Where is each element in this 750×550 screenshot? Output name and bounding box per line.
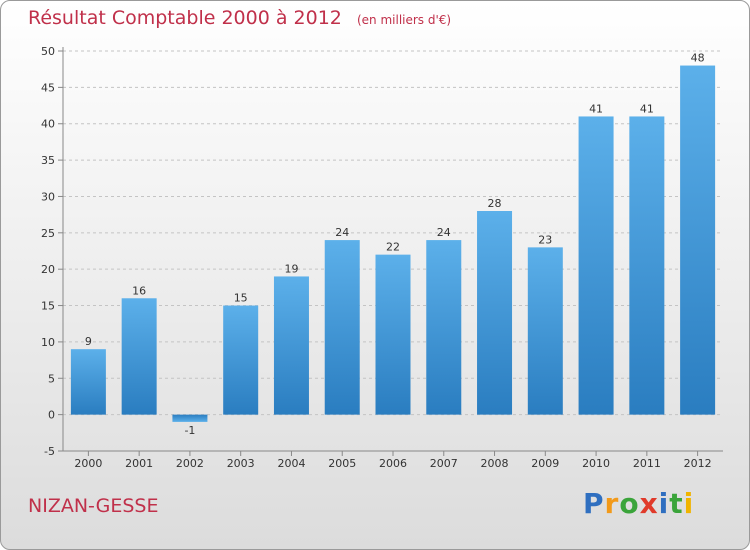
y-tick-label: 0: [48, 409, 55, 422]
logo-letter: o: [619, 487, 640, 520]
value-label: 48: [691, 52, 705, 65]
bar: [324, 240, 360, 415]
value-label: 24: [437, 226, 451, 239]
chart-title: Résultat Comptable 2000 à 2012 (en milli…: [28, 7, 451, 29]
x-tick-label: 2006: [379, 457, 407, 470]
logo-letter: x: [639, 487, 659, 520]
x-tick-label: 2002: [176, 457, 204, 470]
chart-unit-label: (en milliers d'€): [356, 13, 452, 27]
y-tick-label: 5: [48, 372, 55, 385]
logo-letter: i: [658, 487, 670, 520]
value-label: 9: [85, 335, 92, 348]
value-label: 23: [538, 233, 552, 246]
logo-letter: i: [683, 487, 695, 520]
y-tick-label: 45: [41, 81, 55, 94]
value-label: 15: [234, 292, 248, 305]
x-tick-label: 2011: [633, 457, 661, 470]
bar: [629, 116, 665, 415]
bar: [273, 276, 309, 415]
bar: [426, 240, 462, 415]
logo-letter: P: [583, 487, 605, 520]
value-label: -1: [184, 424, 195, 437]
y-tick-label: 20: [41, 263, 55, 276]
y-tick-label: 10: [41, 336, 55, 349]
y-tick-label: -5: [44, 445, 55, 458]
y-tick-label: 25: [41, 227, 55, 240]
value-label: 16: [132, 284, 146, 297]
y-tick-label: 15: [41, 300, 55, 313]
bar: [223, 305, 259, 415]
x-tick-label: 2004: [277, 457, 305, 470]
chart-title-text: Résultat Comptable 2000 à 2012: [28, 7, 342, 29]
commune-name: NIZAN-GESSE: [28, 495, 159, 517]
y-tick-label: 35: [41, 154, 55, 167]
value-label: 24: [335, 226, 349, 239]
value-label: 41: [589, 102, 603, 115]
bar: [527, 247, 563, 415]
bar: [375, 254, 411, 415]
value-label: 19: [284, 262, 298, 275]
bar: [477, 211, 513, 415]
x-tick-label: 2003: [227, 457, 255, 470]
x-tick-label: 2009: [531, 457, 559, 470]
x-tick-label: 2007: [430, 457, 458, 470]
y-tick-label: 40: [41, 118, 55, 131]
logo-letter: r: [604, 487, 620, 520]
value-label: 41: [640, 102, 654, 115]
y-tick-label: 30: [41, 190, 55, 203]
x-tick-label: 2012: [684, 457, 712, 470]
proxiti-logo: Proxiti: [583, 487, 694, 520]
logo-letter: t: [669, 487, 684, 520]
bar: [680, 65, 716, 415]
bar: [70, 349, 106, 415]
x-tick-label: 2001: [125, 457, 153, 470]
x-tick-label: 2010: [582, 457, 610, 470]
value-label: 28: [488, 197, 502, 210]
y-tick-label: 50: [41, 45, 55, 58]
x-tick-label: 2005: [328, 457, 356, 470]
bar: [578, 116, 614, 415]
x-tick-label: 2000: [74, 457, 102, 470]
bar: [121, 298, 157, 415]
bar: [172, 414, 208, 422]
value-label: 22: [386, 241, 400, 254]
x-tick-label: 2008: [481, 457, 509, 470]
